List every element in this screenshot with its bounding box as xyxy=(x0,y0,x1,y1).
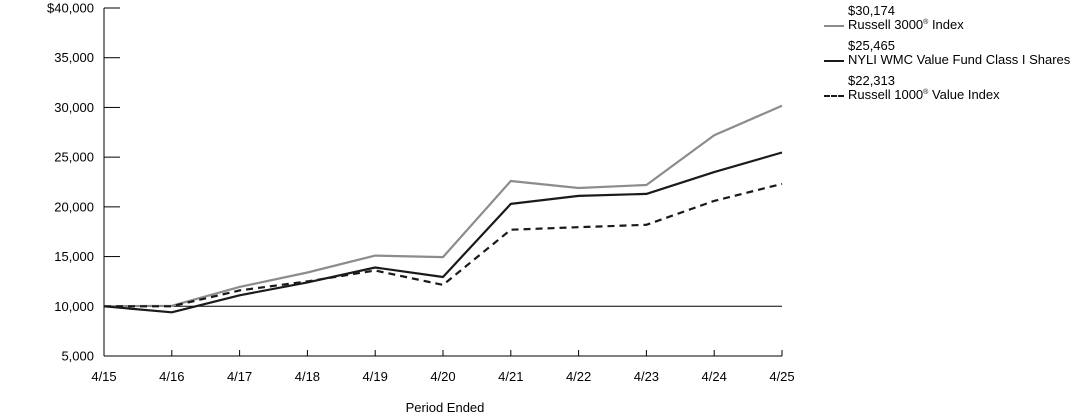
legend-label-suffix: Value Index xyxy=(928,87,1000,102)
registered-mark: ® xyxy=(923,89,929,96)
legend-label: Russell 3000® Index xyxy=(848,18,1082,32)
legend-swatch xyxy=(824,60,844,62)
legend-end-value: $22,313 xyxy=(848,73,895,88)
x-tick-label: 4/20 xyxy=(430,369,455,384)
x-tick-label: 4/24 xyxy=(702,369,727,384)
y-tick-label: 25,000 xyxy=(54,150,94,165)
legend-item: $22,313 Russell 1000® Value Index xyxy=(822,74,1082,102)
legend-label-suffix: Index xyxy=(928,17,964,32)
legend-label: Russell 1000® Value Index xyxy=(848,88,1082,102)
legend-end-value: $30,174 xyxy=(848,3,895,18)
chart-legend: $30,174 Russell 3000® Index $25,465 NYLI WM… xyxy=(822,4,1082,109)
y-tick-label: 10,000 xyxy=(54,299,94,314)
legend-swatch xyxy=(824,95,844,97)
x-tick-label: 4/23 xyxy=(634,369,659,384)
legend-item: $30,174 Russell 3000® Index xyxy=(822,4,1082,32)
y-tick-label: 20,000 xyxy=(54,199,94,214)
x-axis-title: Period Ended xyxy=(406,400,485,415)
y-tick-label: 5,000 xyxy=(61,349,94,364)
x-tick-label: 4/25 xyxy=(769,369,794,384)
y-axis-ticks: 5,000 10,000 15,000 20,000 25,000 30,000 35,00… xyxy=(47,1,120,364)
legend-label-text: Russell 1000 xyxy=(848,87,924,102)
x-tick-label: 4/22 xyxy=(566,369,591,384)
y-tick-label: 30,000 xyxy=(54,100,94,115)
y-tick-label: 15,000 xyxy=(54,249,94,264)
y-tick-label: $40,000 xyxy=(47,1,94,16)
series-line-2 xyxy=(103,151,783,314)
x-tick-label: 4/16 xyxy=(159,369,184,384)
x-tick-label: 4/19 xyxy=(363,369,388,384)
series-line-3 xyxy=(104,182,783,308)
legend-label-text: NYLI WMC Value Fund Class I Shares xyxy=(848,52,1071,67)
legend-label: NYLI WMC Value Fund Class I Shares xyxy=(848,53,1082,67)
series-line-1 xyxy=(103,104,783,308)
x-tick-label: 4/17 xyxy=(227,369,252,384)
x-tick-label: 4/15 xyxy=(91,369,116,384)
y-tick-label: 35,000 xyxy=(54,50,94,65)
legend-swatch xyxy=(824,25,844,27)
x-tick-label: 4/18 xyxy=(295,369,320,384)
legend-label-text: Russell 3000 xyxy=(848,17,924,32)
x-axis-ticks: 4/15 4/16 4/17 4/18 4/19 4/20 4/21 4/22 4/23 4/24… xyxy=(91,350,795,384)
legend-end-value: $25,465 xyxy=(848,38,895,53)
chart-series xyxy=(103,104,783,314)
registered-mark: ® xyxy=(923,19,929,26)
legend-item: $25,465 NYLI WMC Value Fund Class I Share… xyxy=(822,39,1082,67)
x-tick-label: 4/21 xyxy=(498,369,523,384)
